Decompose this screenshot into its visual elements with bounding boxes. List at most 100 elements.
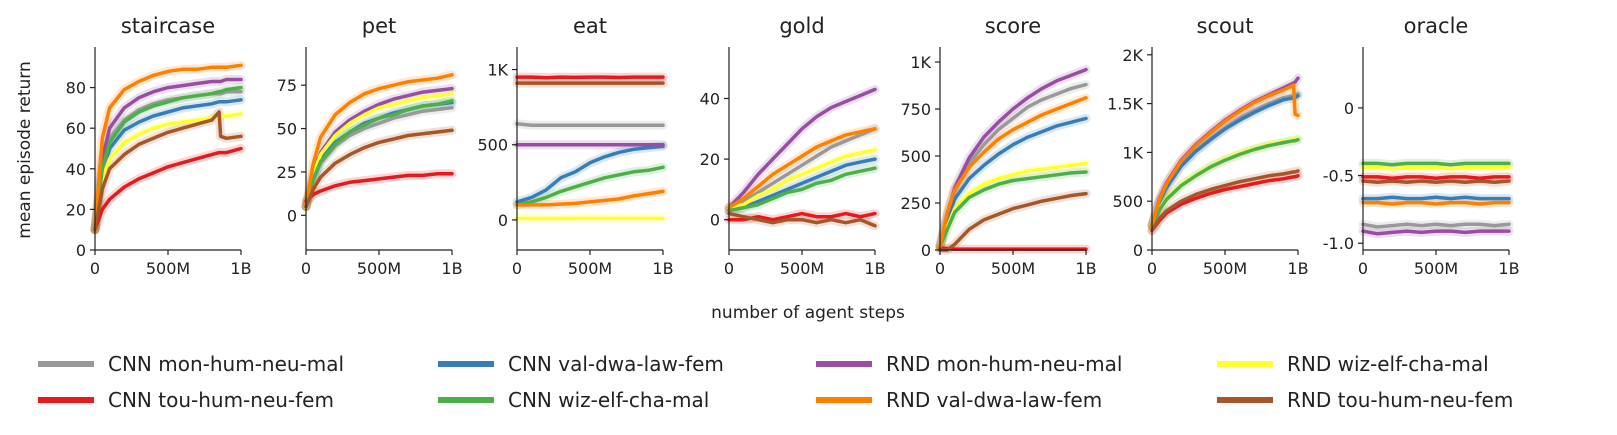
legend-item: CNN tou-hum-neu-fem bbox=[38, 388, 334, 412]
panels: staircase 0 500M 1B 0 20 40 60 80 pet 0 500M 1B 0 25 50… bbox=[66, 14, 1520, 278]
series-line bbox=[1361, 175, 1511, 181]
y-tick-label: 25 bbox=[277, 163, 297, 182]
x-tick-label: 500M bbox=[1203, 259, 1247, 278]
x-tick-label: 0 bbox=[90, 259, 100, 278]
panel-score: score 0 500M 1B 0 250 500 750 1K bbox=[900, 14, 1096, 278]
y-tick-label: 250 bbox=[900, 194, 931, 213]
series-line bbox=[93, 77, 243, 232]
series-line bbox=[93, 110, 243, 232]
y-tick-label: 0 bbox=[76, 241, 86, 260]
series-line bbox=[304, 171, 454, 204]
series-line bbox=[1361, 229, 1511, 236]
legend-label: RND val-dwa-law-fem bbox=[886, 388, 1102, 412]
x-tick-label: 500M bbox=[780, 259, 824, 278]
x-tick-label: 0 bbox=[1358, 259, 1368, 278]
series-band bbox=[935, 65, 1091, 251]
y-tick-label: 1K bbox=[910, 53, 931, 72]
y-tick-label: 1.5K bbox=[1107, 95, 1143, 114]
x-tick-label: 0 bbox=[1147, 259, 1157, 278]
series-line bbox=[1150, 169, 1300, 233]
series-line bbox=[938, 96, 1088, 248]
series-line bbox=[93, 98, 243, 232]
x-tick-label: 1B bbox=[441, 259, 462, 278]
series-line bbox=[304, 73, 454, 209]
series-line bbox=[304, 92, 454, 209]
y-tick-label: 500 bbox=[477, 136, 508, 155]
series-line bbox=[727, 157, 877, 213]
legend-item: RND tou-hum-neu-fem bbox=[1217, 388, 1513, 412]
y-tick-label: 75 bbox=[277, 76, 297, 95]
series-line bbox=[727, 87, 877, 210]
panel-eat: eat 0 500M 1B 0 500 1K bbox=[477, 14, 673, 278]
legend-label: RND tou-hum-neu-fem bbox=[1287, 388, 1513, 412]
series-line bbox=[727, 148, 877, 210]
series-line bbox=[93, 63, 243, 232]
panel-title: scout bbox=[1197, 14, 1254, 38]
series-line bbox=[515, 189, 665, 207]
y-tick-label: 0 bbox=[498, 211, 508, 230]
legend-label: CNN tou-hum-neu-fem bbox=[108, 388, 334, 412]
panel-oracle: oracle 0 500M 1B -1.0 -0.5 0 bbox=[1323, 14, 1520, 278]
y-tick-label: -0.5 bbox=[1323, 167, 1354, 186]
x-tick-label: 0 bbox=[301, 259, 311, 278]
x-tick-label: 500M bbox=[568, 259, 612, 278]
legend-item: CNN val-dwa-law-fem bbox=[438, 352, 724, 376]
x-tick-label: 0 bbox=[724, 259, 734, 278]
x-tick-label: 1B bbox=[230, 259, 251, 278]
series-line bbox=[1361, 161, 1511, 167]
series-line bbox=[1361, 222, 1511, 229]
y-tick-label: 60 bbox=[66, 119, 86, 138]
y-tick-label: 0 bbox=[921, 241, 931, 260]
series-line bbox=[727, 127, 877, 210]
x-axis-label: number of agent steps bbox=[711, 303, 905, 323]
legend-item: RND wiz-elf-cha-mal bbox=[1217, 352, 1489, 376]
series-line bbox=[304, 99, 454, 209]
y-tick-label: 0 bbox=[1133, 241, 1143, 260]
x-tick-label: 0 bbox=[512, 259, 522, 278]
y-tick-label: 80 bbox=[66, 79, 86, 98]
panel-pet: pet 0 500M 1B 0 25 50 75 bbox=[277, 14, 463, 278]
y-tick-label: -1.0 bbox=[1323, 234, 1354, 253]
series-line bbox=[515, 121, 665, 127]
panel-title: gold bbox=[779, 14, 824, 38]
y-tick-label: 40 bbox=[700, 90, 720, 109]
series-line bbox=[727, 211, 877, 228]
y-tick-label: 1K bbox=[487, 61, 508, 80]
y-tick-label: 750 bbox=[900, 100, 931, 119]
x-tick-label: 1B bbox=[652, 259, 673, 278]
x-tick-label: 500M bbox=[357, 259, 401, 278]
legend-item: RND val-dwa-law-fem bbox=[816, 388, 1102, 412]
series-line bbox=[515, 144, 665, 204]
legend-label: RND mon-hum-neu-mal bbox=[886, 352, 1122, 376]
series-line bbox=[938, 116, 1088, 248]
y-tick-label: 500 bbox=[900, 147, 931, 166]
series-line bbox=[304, 128, 454, 209]
panel-staircase: staircase 0 500M 1B 0 20 40 60 80 bbox=[66, 14, 252, 278]
x-tick-label: 1B bbox=[1075, 259, 1096, 278]
x-tick-label: 1B bbox=[1498, 259, 1519, 278]
legend: CNN mon-hum-neu-mal CNN val-dwa-law-fem RN… bbox=[38, 352, 1513, 412]
y-tick-label: 1K bbox=[1122, 143, 1143, 162]
x-tick-label: 1B bbox=[1287, 259, 1308, 278]
legend-label: RND wiz-elf-cha-mal bbox=[1287, 352, 1489, 376]
panel-gold: gold 0 500M 1B 0 20 40 bbox=[700, 14, 886, 278]
series-line bbox=[938, 246, 1088, 251]
x-tick-label: 1B bbox=[864, 259, 885, 278]
legend-item: RND mon-hum-neu-mal bbox=[816, 352, 1122, 376]
x-tick-label: 0 bbox=[935, 259, 945, 278]
legend-label: CNN mon-hum-neu-mal bbox=[108, 352, 344, 376]
y-tick-label: 0 bbox=[1344, 99, 1354, 118]
series-line bbox=[515, 75, 665, 80]
panel-title: eat bbox=[573, 14, 607, 38]
legend-item: CNN wiz-elf-cha-mal bbox=[438, 388, 709, 412]
series-line bbox=[1150, 94, 1300, 228]
legend-item: CNN mon-hum-neu-mal bbox=[38, 352, 344, 376]
series-line bbox=[938, 170, 1088, 248]
x-tick-label: 500M bbox=[1414, 259, 1458, 278]
series-line bbox=[727, 127, 877, 210]
series-line bbox=[1361, 195, 1511, 201]
x-tick-label: 500M bbox=[991, 259, 1035, 278]
panel-title: oracle bbox=[1404, 14, 1469, 38]
series-line bbox=[1150, 83, 1300, 228]
